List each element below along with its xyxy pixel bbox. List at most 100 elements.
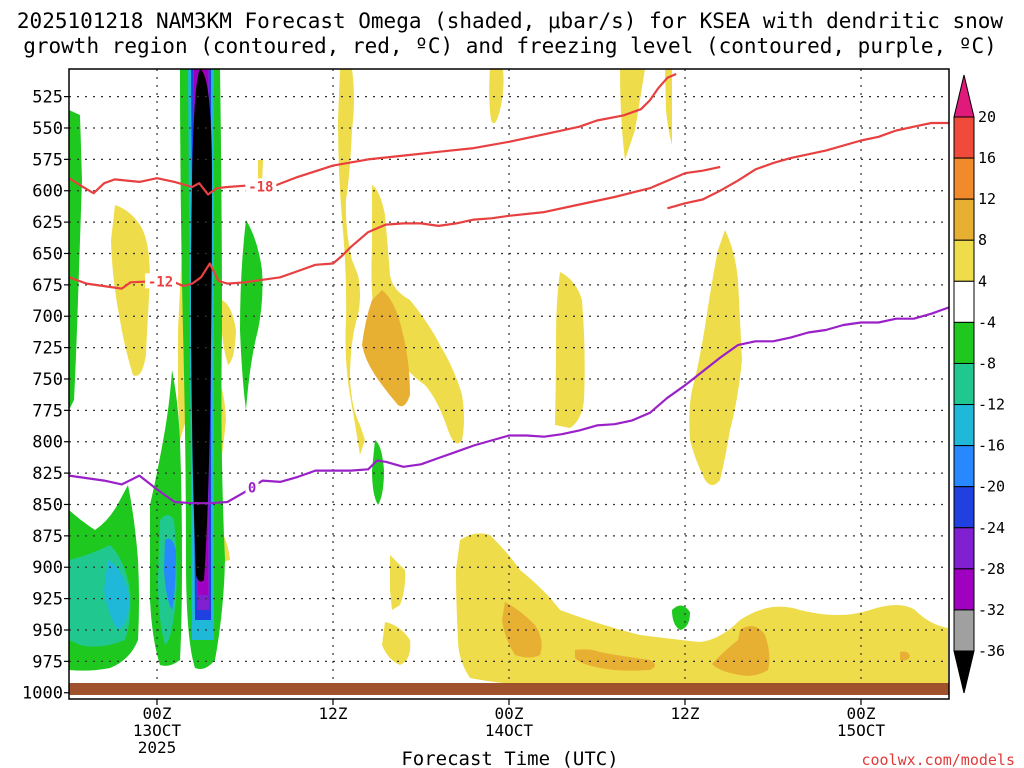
omega-green-patch xyxy=(240,220,263,410)
omega-sinking-patches xyxy=(69,69,690,671)
colorbar-label: 20 xyxy=(978,108,996,126)
omega-orange-patch xyxy=(712,626,770,676)
colorbar: 20 16 12 8 4 -4 -8 -12 -16 -20 -24 -28 -32 -36 xyxy=(953,74,1005,694)
x-tick-label: 12Z xyxy=(319,704,348,723)
colorbar-segment xyxy=(953,609,975,652)
y-tick-label: 825 xyxy=(32,464,63,484)
omega-green-patch xyxy=(372,440,384,505)
y-tick-label: 575 xyxy=(32,150,63,170)
dendritic-lower-label: -12 xyxy=(148,274,173,290)
colorbar-segment xyxy=(953,527,975,570)
y-tick-label: 850 xyxy=(32,495,63,515)
colorbar-label: -24 xyxy=(978,519,1005,537)
colorbar-segment xyxy=(953,239,975,282)
omega-rising-patch xyxy=(111,205,150,376)
omega-blue-patch xyxy=(164,538,176,610)
x-axis-title: Forecast Time (UTC) xyxy=(401,748,618,768)
omega-rising-patch xyxy=(665,69,672,145)
omega-rising-patch xyxy=(338,69,365,455)
omega-green-patch xyxy=(672,605,690,630)
y-tick-label: 675 xyxy=(32,276,63,296)
omega-rising-patch xyxy=(371,185,464,444)
colorbar-label: 12 xyxy=(978,190,996,208)
colorbar-label: -28 xyxy=(978,560,1005,578)
dendritic-upper-right-contour xyxy=(667,121,949,210)
x-tick-label: 2025 xyxy=(138,738,177,757)
colorbar-label: 16 xyxy=(978,149,996,167)
omega-rising-patch xyxy=(382,622,411,665)
colorbar-label: -16 xyxy=(978,437,1005,455)
y-tick-label: 600 xyxy=(32,182,63,202)
colorbar-segment xyxy=(953,280,975,323)
colorbar-label: -4 xyxy=(978,313,996,331)
x-tick-label: 00Z xyxy=(847,704,876,723)
colorbar-segment xyxy=(953,568,975,611)
chart-title-line1: 2025101218 NAM3KM Forecast Omega (shaded… xyxy=(17,9,1004,33)
colorbar-bottom-triangle xyxy=(953,650,975,694)
omega-rising-patch xyxy=(390,555,406,610)
colorbar-segment xyxy=(953,198,975,241)
dendritic-upper-label: -18 xyxy=(248,179,273,195)
y-tick-label: 525 xyxy=(32,88,63,108)
credit-text: coolwx.com/models xyxy=(861,751,1015,768)
y-tick-label: 975 xyxy=(32,652,63,672)
y-tick-label: 550 xyxy=(32,119,63,139)
omega-rising-patch xyxy=(489,69,504,124)
omega-orange-patch xyxy=(362,290,410,407)
dendritic-upper-contour xyxy=(68,72,677,196)
y-tick-label: 750 xyxy=(32,370,63,390)
grid xyxy=(69,69,949,699)
y-tick-label: 700 xyxy=(32,307,63,327)
x-tick-label: 00Z xyxy=(143,704,172,723)
y-tick-label: 925 xyxy=(32,590,63,610)
freezing-level-label-bg xyxy=(245,479,259,495)
omega-rising-patch xyxy=(555,272,585,428)
colorbar-label: -36 xyxy=(978,642,1005,660)
colorbar-label: -12 xyxy=(978,396,1005,414)
colorbar-segment xyxy=(953,486,975,529)
colorbar-top-triangle xyxy=(953,74,975,118)
colorbar-label: -20 xyxy=(978,478,1005,496)
omega-teal-patch xyxy=(104,560,130,630)
x-tick-label: 14OCT xyxy=(485,721,534,740)
chart-title-line2: growth region (contoured, red, ºC) and f… xyxy=(23,34,997,58)
freezing-level-contour xyxy=(68,306,950,505)
colorbar-segment xyxy=(953,445,975,488)
colorbar-segment xyxy=(953,321,975,364)
y-tick-label: 875 xyxy=(32,527,63,547)
dendritic-lower-contour xyxy=(68,165,721,290)
contour-lines: -18 -12 0 xyxy=(68,72,950,505)
omega-rising-patch xyxy=(221,300,236,365)
y-axis: 525 550 575 600 625 650 675 700 725 750 775 800 825 8… xyxy=(22,88,69,704)
omega-orange-patch xyxy=(575,649,655,671)
colorbar-label: 4 xyxy=(978,272,987,290)
omega-orange-patches xyxy=(362,290,910,676)
x-tick-label: 00Z xyxy=(495,704,524,723)
colorbar-segment xyxy=(953,362,975,406)
dendritic-lower-label-bg xyxy=(145,273,177,289)
colorbar-label: 8 xyxy=(978,231,987,249)
omega-orange-patch xyxy=(900,651,910,661)
omega-orange-patch xyxy=(502,602,542,658)
colorbar-segment xyxy=(953,116,975,159)
y-tick-label: 775 xyxy=(32,401,63,421)
x-tick-label: 12Z xyxy=(671,704,700,723)
dendritic-upper-label-bg xyxy=(245,178,277,194)
plot-area: -18 -12 0 xyxy=(68,68,950,700)
omega-rising-patch xyxy=(689,230,742,485)
freezing-level-label: 0 xyxy=(248,480,256,496)
colorbar-segment xyxy=(953,404,975,447)
y-tick-label: 900 xyxy=(32,558,63,578)
y-tick-label: 950 xyxy=(32,621,63,641)
y-tick-label: 800 xyxy=(32,433,63,453)
omega-rising-patch xyxy=(620,69,645,160)
y-tick-label: 725 xyxy=(32,339,63,359)
colorbar-label: -32 xyxy=(978,601,1005,619)
y-tick-label: 650 xyxy=(32,244,63,264)
y-tick-label: 625 xyxy=(32,213,63,233)
y-tick-label: 1000 xyxy=(22,684,63,704)
colorbar-segment xyxy=(953,157,975,200)
x-tick-label: 13OCT xyxy=(133,721,182,740)
colorbar-label: -8 xyxy=(978,354,996,372)
